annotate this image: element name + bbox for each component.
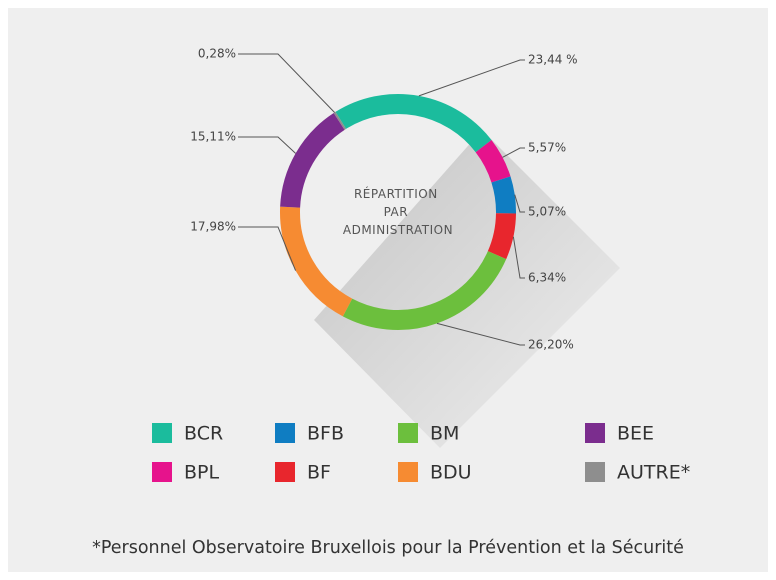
donut-segment (475, 139, 511, 183)
center-label: RÉPARTITION PAR ADMINISTRATION (343, 186, 453, 237)
leader-line (238, 53, 335, 113)
legend-swatch (152, 423, 172, 443)
legend-label: BDU (430, 462, 472, 484)
donut-segment (280, 206, 353, 317)
value-label: 23,44 % (528, 53, 578, 67)
legend-label: BCR (184, 423, 223, 445)
legend-swatch (398, 462, 418, 482)
value-label: 0,28% (198, 47, 236, 61)
value-label: 17,98% (190, 220, 236, 234)
legend-label: BM (430, 423, 459, 445)
value-label: 5,07% (528, 205, 566, 219)
legend-swatch (398, 423, 418, 443)
leader-line (502, 147, 525, 158)
legend-swatch (275, 462, 295, 482)
legend-label: BPL (184, 462, 219, 484)
value-label: 6,34% (528, 271, 566, 285)
leader-line (238, 136, 296, 154)
legend-label: AUTRE* (617, 462, 690, 484)
donut-segment (335, 94, 492, 153)
donut-segment (333, 111, 347, 130)
donut-segment (487, 212, 516, 260)
leader-line (238, 226, 297, 271)
value-label: 5,57% (528, 141, 566, 155)
legend-label: BFB (307, 423, 344, 445)
leader-line (512, 236, 525, 279)
value-label: 15,11% (190, 130, 236, 144)
legend-swatch (585, 423, 605, 443)
donut-segment (491, 176, 516, 214)
legend-swatch (585, 462, 605, 482)
leader-line (436, 322, 525, 346)
legend-label: BEE (617, 423, 654, 445)
value-label: 26,20% (528, 338, 574, 352)
donut-segment (342, 250, 507, 330)
legend-swatch (275, 423, 295, 443)
donut-segment (280, 113, 345, 208)
legend-label: BF (307, 462, 331, 484)
leader-line (514, 194, 525, 213)
footnote: *Personnel Observatoire Bruxellois pour … (92, 538, 684, 558)
legend-swatch (152, 462, 172, 482)
leader-line (418, 59, 525, 97)
